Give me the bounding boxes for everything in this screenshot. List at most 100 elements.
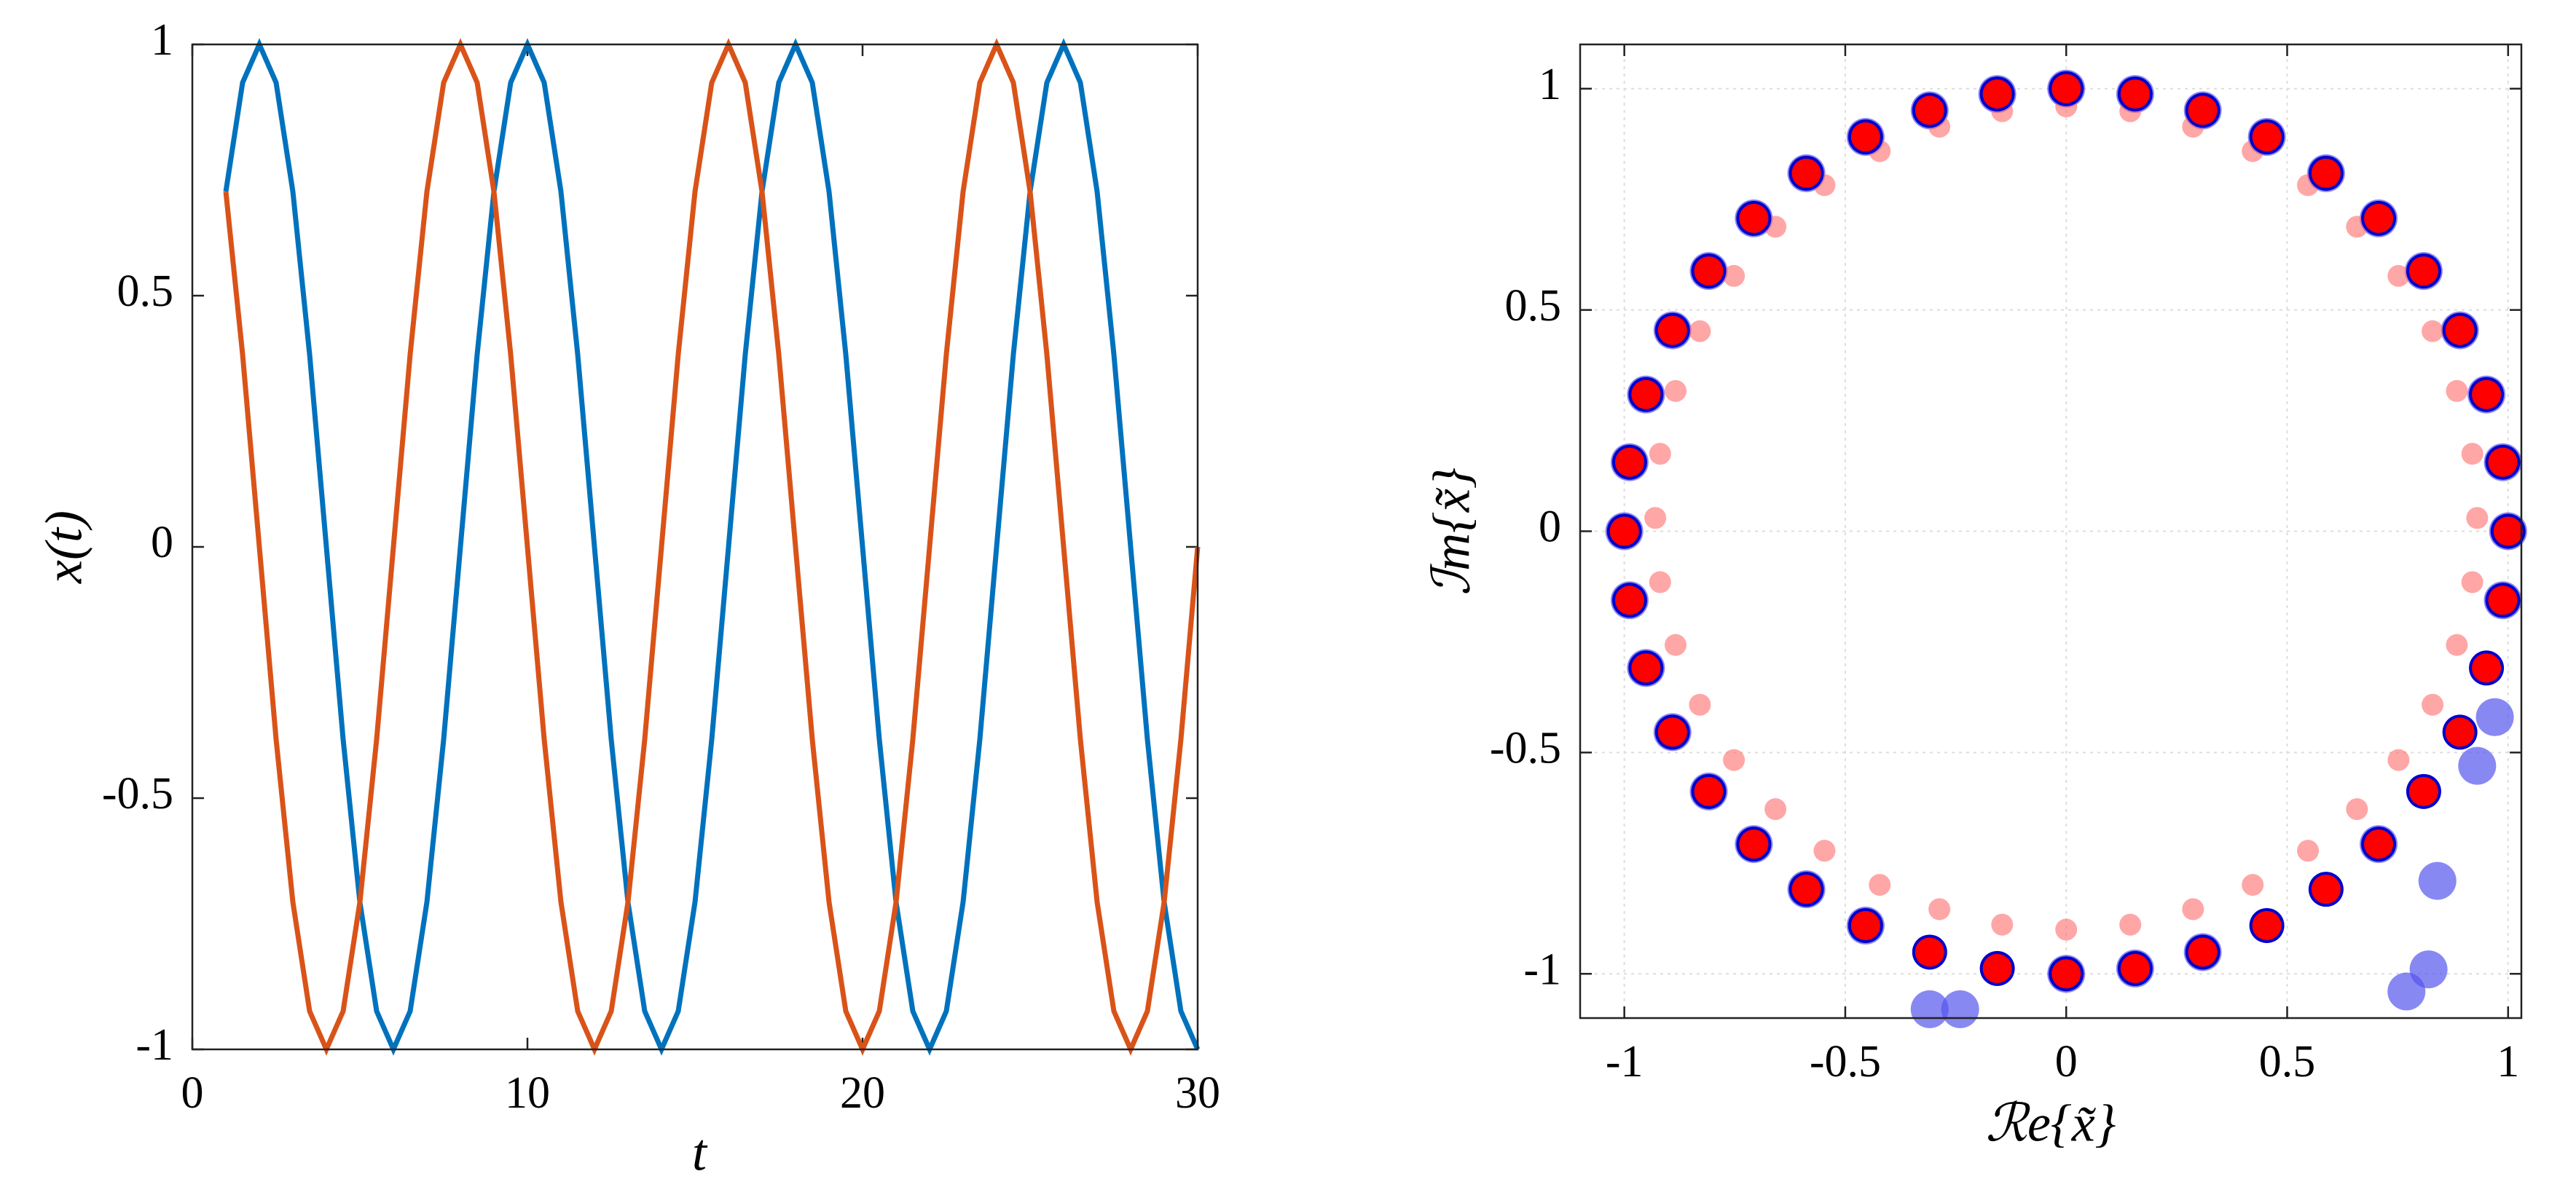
scatter-point bbox=[2445, 717, 2475, 747]
x-tick-label: -1 bbox=[1606, 1037, 1644, 1087]
scatter-point bbox=[2488, 447, 2518, 477]
scatter-point bbox=[1764, 798, 1787, 821]
y-tick-label: 1 bbox=[151, 15, 173, 65]
scatter-point bbox=[2364, 829, 2394, 859]
scatter-point bbox=[1915, 95, 1944, 125]
scatter-point bbox=[2466, 507, 2489, 529]
scatter-point bbox=[1991, 913, 2014, 936]
scatter-point bbox=[1739, 203, 1769, 233]
scatter-point bbox=[1694, 256, 1724, 286]
scatter-point bbox=[1928, 898, 1951, 920]
x-axis-label: t bbox=[692, 1124, 708, 1179]
scatter-point bbox=[1791, 158, 1821, 188]
y-tick-label: 1 bbox=[1539, 60, 1561, 109]
scatter-point bbox=[2488, 585, 2518, 615]
axes-frame bbox=[1579, 43, 2523, 1020]
scatter-point bbox=[2120, 953, 2150, 983]
y-tick-label: 0.5 bbox=[1505, 281, 1562, 331]
scatter-point bbox=[2387, 264, 2410, 287]
scatter-point bbox=[1739, 829, 1769, 859]
y-tick-label: -0.5 bbox=[102, 769, 173, 819]
scatter-point bbox=[2051, 74, 2081, 103]
scatter-point bbox=[1657, 717, 1687, 747]
scatter-point bbox=[1694, 776, 1724, 806]
scatter-point bbox=[1631, 653, 1661, 683]
scatter-point bbox=[1614, 447, 1644, 477]
scatter-point bbox=[2242, 874, 2264, 896]
x-tick-label: 10 bbox=[505, 1068, 550, 1118]
scatter-point bbox=[2458, 746, 2497, 785]
x-tick-label: 20 bbox=[840, 1068, 885, 1118]
scatter-point bbox=[1982, 79, 2012, 109]
scatter-point bbox=[2446, 379, 2468, 402]
scatter-point bbox=[2475, 698, 2514, 736]
scatter-point bbox=[2461, 571, 2483, 594]
scatter-point bbox=[1869, 874, 1891, 896]
y-tick-label: -1 bbox=[1523, 945, 1561, 994]
y-axis-label: x(t) bbox=[35, 510, 93, 584]
line-series bbox=[223, 38, 1201, 1056]
scatter-point bbox=[1649, 571, 1671, 594]
scatter-point bbox=[2252, 122, 2282, 152]
scatter-point bbox=[2472, 379, 2502, 409]
x-tick-label: 0 bbox=[181, 1068, 204, 1118]
scatter-point bbox=[2188, 937, 2218, 967]
scatter-point bbox=[1657, 315, 1687, 345]
scatter-point bbox=[1850, 122, 1880, 152]
y-tick-label: 0 bbox=[1539, 502, 1561, 552]
scatter-point bbox=[1665, 634, 1687, 656]
scatter-point bbox=[1665, 379, 1687, 402]
scatter-point bbox=[1614, 585, 1644, 615]
scatter-point bbox=[2346, 798, 2368, 821]
scatter-point bbox=[1791, 875, 1821, 904]
scatter-point bbox=[1813, 840, 1836, 862]
scatter-point bbox=[1649, 443, 1671, 465]
scatter-point bbox=[2297, 840, 2320, 862]
scatter-point bbox=[1631, 379, 1661, 409]
scatter-point bbox=[2387, 749, 2410, 771]
scatter-point bbox=[2311, 875, 2341, 904]
scatter-point bbox=[2387, 972, 2426, 1011]
scatter-point bbox=[2472, 653, 2502, 683]
scatter-point bbox=[2493, 516, 2523, 546]
scatter-point bbox=[2120, 79, 2150, 109]
scatter-point bbox=[2408, 256, 2438, 286]
scatter-point bbox=[2422, 693, 2444, 716]
scatter-point bbox=[1609, 516, 1639, 546]
scatter-point bbox=[1982, 953, 2012, 983]
scatter-point bbox=[2364, 203, 2394, 233]
y-tick-label: -1 bbox=[136, 1020, 173, 1070]
scatter-point bbox=[2418, 861, 2457, 900]
scatter-point bbox=[1644, 507, 1667, 529]
scatter-point bbox=[2051, 959, 2081, 989]
scatter-point bbox=[2119, 913, 2142, 936]
x-tick-label: -0.5 bbox=[1810, 1037, 1881, 1087]
scatter-point bbox=[1723, 264, 1746, 287]
scatter-point bbox=[2055, 918, 2078, 941]
axes-frame bbox=[191, 43, 1199, 1051]
scatter-point bbox=[1723, 749, 1746, 771]
x-tick-label: 0 bbox=[2055, 1037, 2078, 1087]
scatter-point bbox=[2408, 776, 2438, 806]
scatter-point bbox=[2446, 634, 2468, 656]
scatter-point bbox=[2182, 898, 2204, 920]
scatter-point bbox=[2422, 320, 2444, 342]
scatter-point bbox=[2188, 95, 2218, 125]
scatter-point bbox=[1689, 320, 1711, 342]
scatter-point bbox=[2311, 158, 2341, 188]
scatter-point bbox=[1850, 910, 1880, 940]
y-axis-label: ℐm{x̃} bbox=[1423, 468, 1481, 596]
scatter-point bbox=[2461, 443, 2483, 465]
x-tick-label: 0.5 bbox=[2259, 1037, 2316, 1087]
y-tick-label: 0.5 bbox=[117, 267, 174, 316]
scatter-point bbox=[1915, 937, 1944, 967]
scatter-point bbox=[2252, 910, 2282, 940]
line-series bbox=[223, 38, 1201, 1056]
scatter-point bbox=[2445, 315, 2475, 345]
y-tick-label: -0.5 bbox=[1490, 724, 1561, 773]
y-tick-label: 0 bbox=[151, 518, 173, 567]
x-tick-label: 30 bbox=[1175, 1068, 1220, 1118]
scatter-point bbox=[1941, 990, 1979, 1028]
x-tick-label: 1 bbox=[2497, 1037, 2519, 1087]
